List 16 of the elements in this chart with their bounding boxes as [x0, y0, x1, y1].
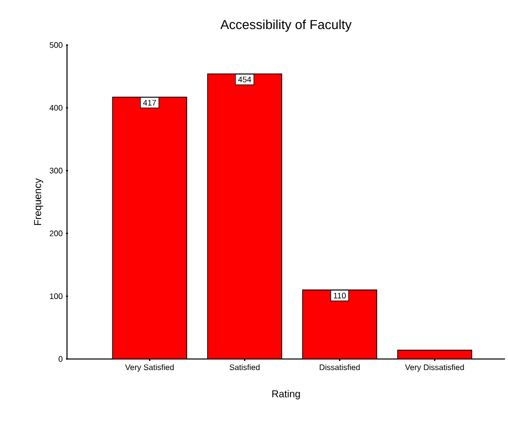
data-label: 417	[143, 100, 156, 106]
chart-title: Accessibility of Faculty	[220, 20, 352, 32]
x-tick-label: Very Satisfied	[125, 364, 174, 372]
y-tick-label: 200	[50, 230, 62, 236]
x-tick-label: Dissatisfied	[320, 364, 360, 370]
x-tick-label: Very Dissatisfied	[405, 364, 464, 372]
y-tick-label: 300	[50, 168, 62, 174]
data-label: 110	[334, 292, 346, 298]
data-label: 454	[238, 76, 252, 82]
y-tick-label: 0	[58, 356, 62, 362]
x-axis-title: Rating	[272, 390, 300, 400]
x-tick-label: Satisfied	[230, 364, 260, 370]
y-tick-label: 400	[50, 104, 62, 111]
y-tick-label: 100	[50, 293, 62, 300]
y-axis-title: Frequency	[34, 178, 44, 225]
y-tick-label: 500	[50, 42, 62, 48]
